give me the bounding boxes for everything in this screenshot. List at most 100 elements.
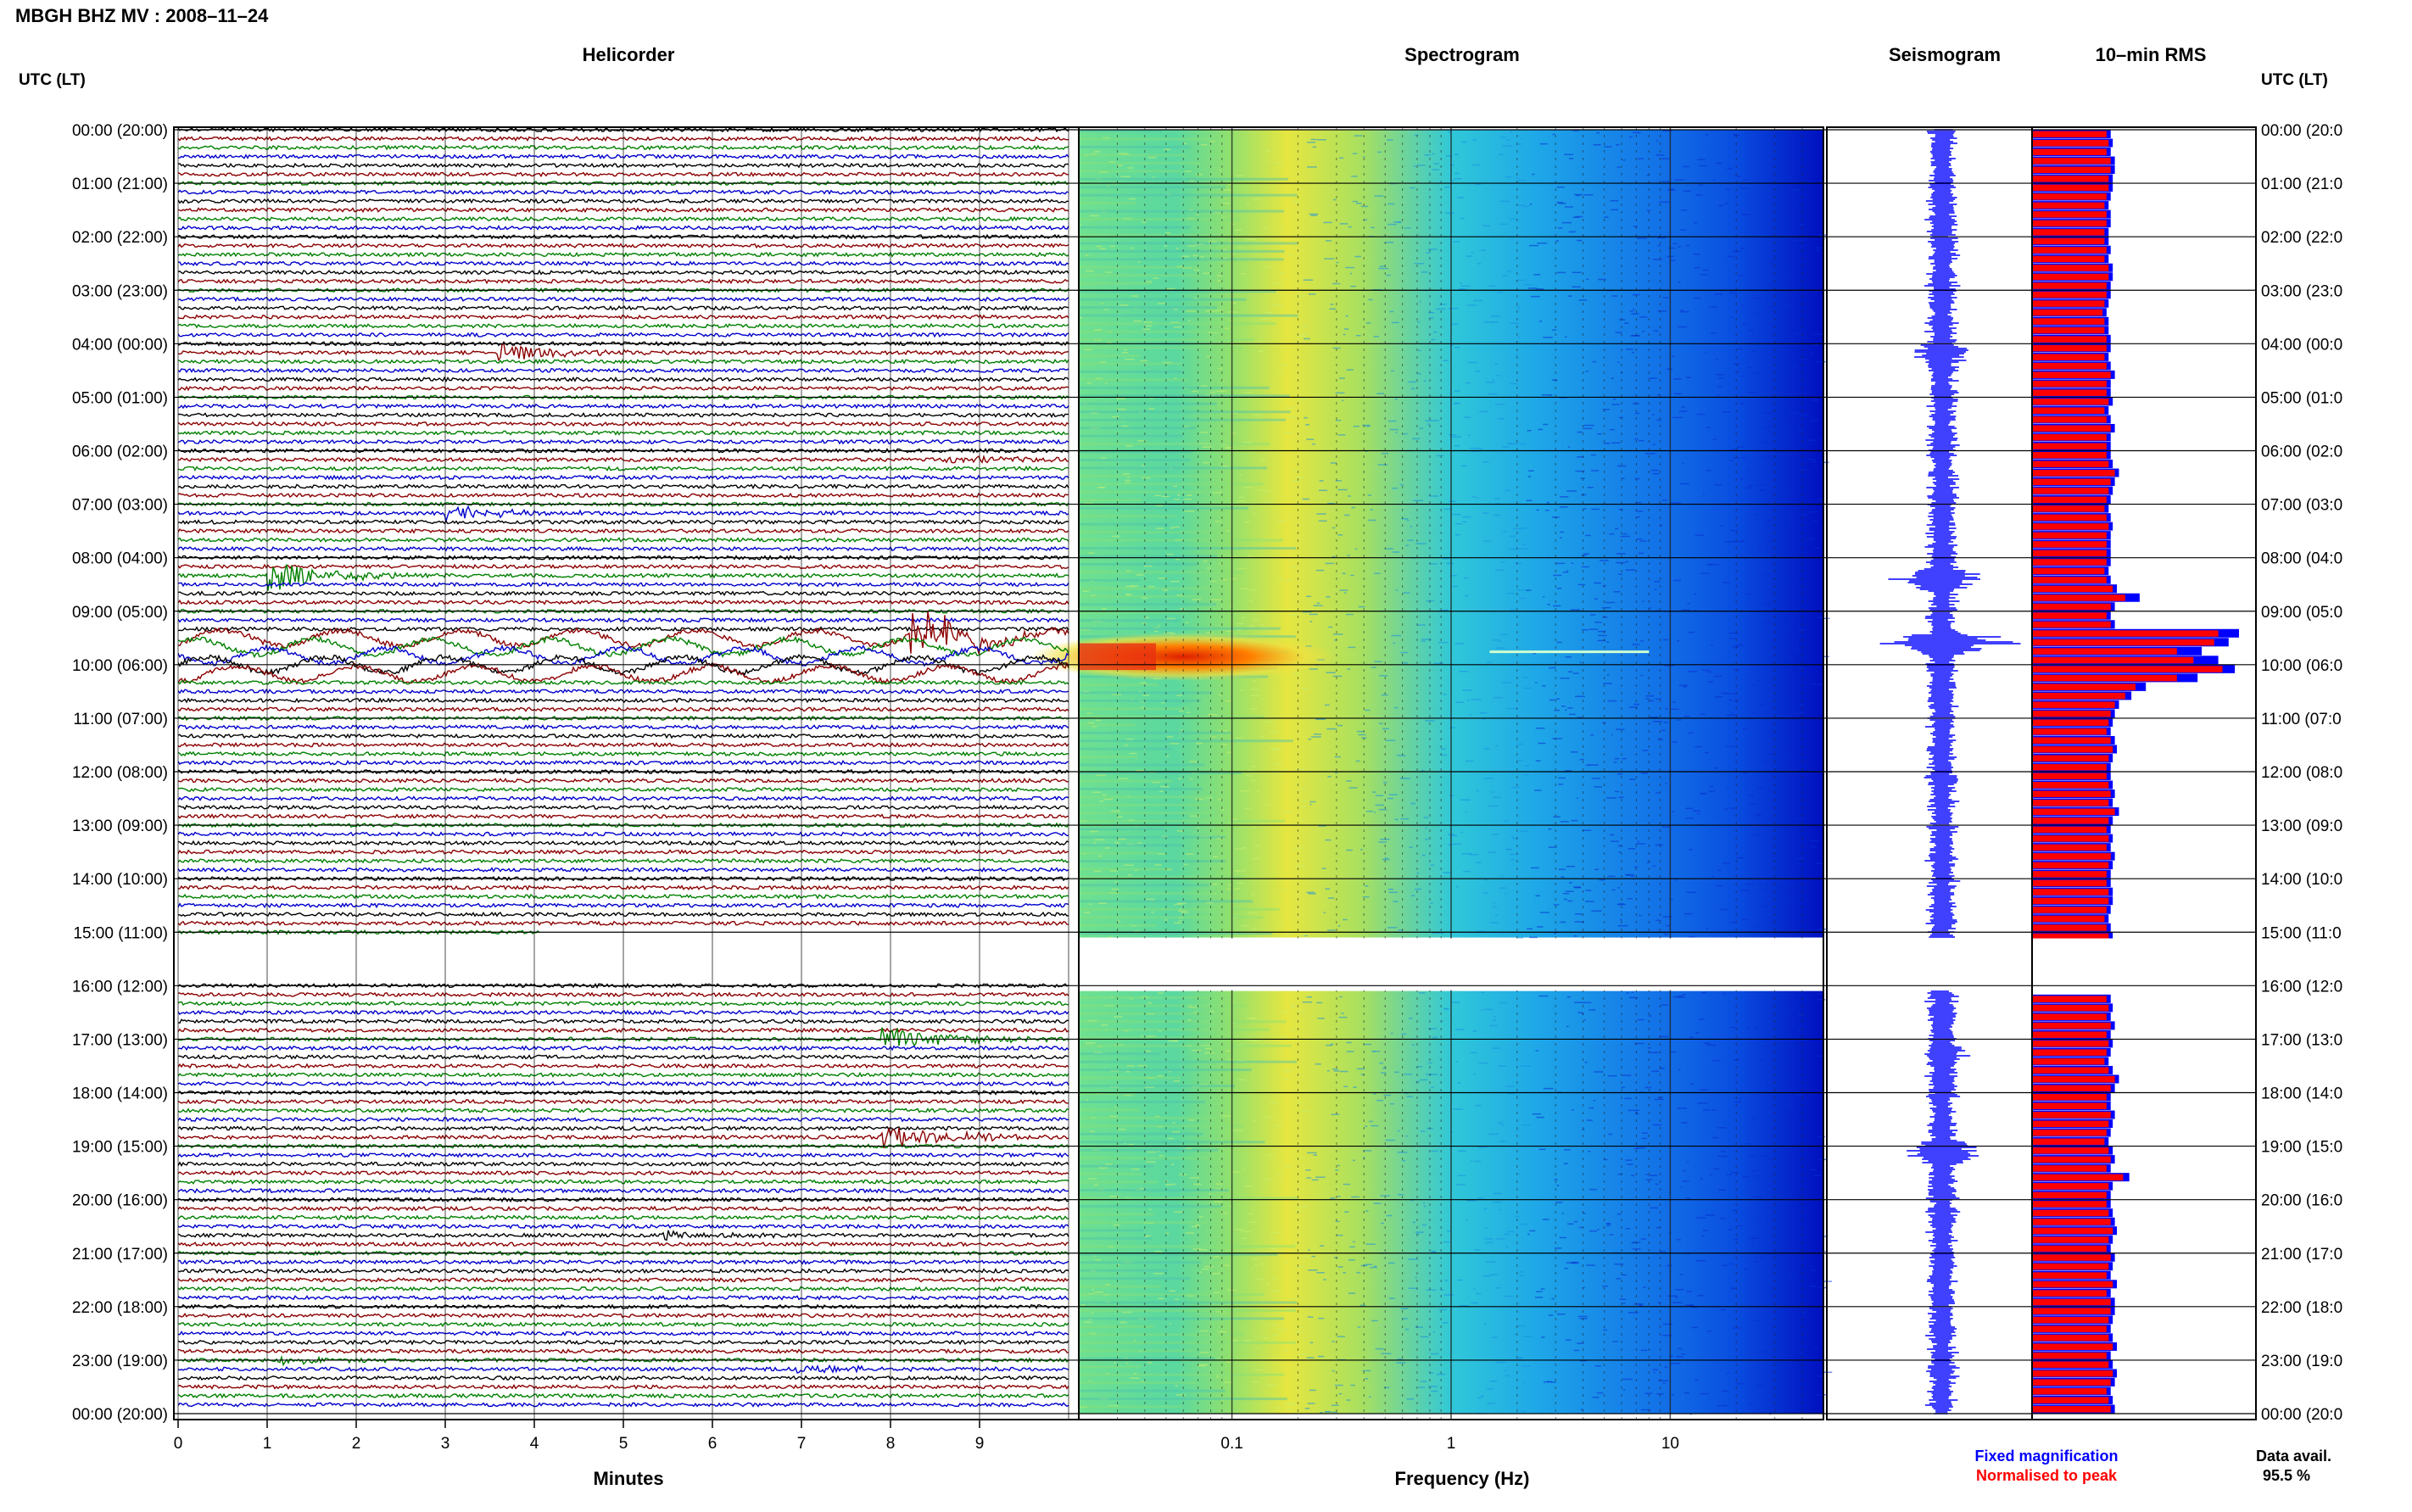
left-axis-label: UTC (LT)	[19, 71, 86, 89]
rms-bar-normalised	[2032, 140, 2109, 147]
rms-bar-normalised	[2032, 701, 2115, 708]
rms-bar-normalised	[2032, 1031, 2107, 1038]
time-tick-label: 00:00 (20:00)	[72, 1406, 168, 1424]
rms-bar-normalised	[2032, 398, 2109, 405]
time-tick-label: 15:00 (11:00)	[73, 924, 168, 942]
rms-bar-normalised	[2032, 1379, 2111, 1386]
time-tick-label: 06:00 (02:00)	[72, 444, 168, 461]
rms-bar-normalised	[2032, 433, 2107, 441]
time-tick-label-right: 19:00 (15:0	[2261, 1139, 2342, 1157]
plot-title: MBGH BHZ MV : 2008–11–24	[15, 5, 269, 26]
rms-bar-normalised	[2032, 763, 2107, 771]
minute-tick-label: 1	[263, 1435, 272, 1453]
time-tick-label-right: 21:00 (17:0	[2261, 1246, 2342, 1264]
rms-bar-normalised	[2032, 1183, 2109, 1190]
minute-tick-label: 6	[708, 1435, 717, 1453]
helicorder-title: Helicorder	[583, 44, 675, 65]
time-tick-label: 21:00 (17:00)	[72, 1246, 168, 1264]
rms-bar-normalised	[2032, 1102, 2107, 1110]
time-tick-label-right: 01:00 (21:0	[2261, 176, 2342, 193]
rms-bar-normalised	[2032, 523, 2109, 530]
rms-bar-normalised	[2032, 452, 2107, 459]
rms-bar-normalised	[2032, 1272, 2107, 1279]
time-tick-label: 09:00 (05:00)	[72, 604, 168, 622]
time-tick-label-right: 08:00 (04:0	[2261, 550, 2342, 568]
legend-normalised-to-peak: Normalised to peak	[1976, 1467, 2118, 1484]
rms-title: 10–min RMS	[2096, 44, 2207, 65]
rms-bar-normalised	[2032, 1049, 2107, 1056]
rms-bar-normalised	[2032, 1334, 2109, 1342]
rms-bar-normalised	[2032, 782, 2109, 789]
plot-frame	[173, 126, 2257, 1420]
rms-bar-normalised	[2032, 1245, 2107, 1253]
minute-tick-label: 2	[352, 1435, 361, 1453]
rms-bar-normalised	[2032, 1254, 2111, 1261]
rms-panel	[2032, 130, 2239, 1414]
minute-tick-label: 3	[441, 1435, 450, 1453]
minute-tick-label: 0	[174, 1435, 183, 1453]
data-availability-value: 95.5 %	[2263, 1467, 2310, 1484]
rms-bar-normalised	[2032, 1094, 2107, 1101]
rms-bar-normalised	[2032, 1013, 2107, 1020]
rms-bar-normalised	[2032, 737, 2111, 744]
rms-bar-normalised	[2032, 996, 2107, 1002]
time-tick-label-right: 09:00 (05:0	[2261, 604, 2342, 622]
time-tick-label: 03:00 (23:00)	[72, 282, 168, 300]
rms-bar-normalised	[2032, 745, 2113, 753]
rms-bar-normalised	[2032, 800, 2109, 806]
rms-bar-normalised	[2032, 1219, 2111, 1225]
rms-bar-normalised	[2032, 808, 2115, 816]
rms-bar-normalised	[2032, 176, 2109, 182]
rms-bar-normalised	[2032, 1112, 2111, 1119]
time-axis: 00:00 (20:00) 01:00 (21:00) 02:00 (22:00) 0…	[72, 122, 2342, 1424]
time-tick-label: 02:00 (22:00)	[72, 229, 168, 247]
rms-bar-normalised	[2032, 1405, 2111, 1413]
rms-bar-normalised	[2032, 318, 2105, 325]
data-gap	[1079, 938, 1823, 990]
frequency-tick-label: 10	[1661, 1435, 1679, 1453]
rms-bar-normalised	[2032, 1156, 2111, 1163]
rms-bar-normalised	[2032, 871, 2107, 878]
rms-bar-normalised	[2032, 1227, 2113, 1235]
rms-bar-normalised	[2032, 1298, 2111, 1306]
seismogram-title: Seismogram	[1889, 44, 2001, 65]
rms-bar-normalised	[2032, 220, 2107, 227]
rms-bar-normalised	[2032, 755, 2109, 762]
rms-bar-normalised	[2032, 300, 2105, 307]
rms-bar-normalised	[2032, 237, 2105, 245]
time-tick-label: 07:00 (03:00)	[72, 497, 168, 515]
rms-bar-normalised	[2032, 1343, 2113, 1350]
rms-bar-normalised	[2032, 1397, 2109, 1403]
rms-bar-normalised	[2032, 131, 2107, 138]
rms-bar-normalised	[2032, 585, 2113, 593]
rms-bar-normalised	[2032, 826, 2107, 834]
rms-bar-normalised	[2032, 603, 2111, 611]
rms-bar-normalised	[2032, 648, 2177, 655]
rms-bar-normalised	[2032, 1280, 2113, 1288]
time-tick-label: 04:00 (00:00)	[72, 336, 168, 354]
time-tick-label: 18:00 (14:00)	[72, 1085, 168, 1103]
time-tick-label-right: 17:00 (13:0	[2261, 1031, 2342, 1049]
rms-bar-normalised	[2032, 907, 2107, 913]
minute-tick-label: 8	[886, 1435, 896, 1453]
rms-bar-normalised	[2032, 719, 2109, 726]
time-tick-label: 05:00 (01:00)	[72, 389, 168, 407]
minutes-axis-label: Minutes	[593, 1468, 663, 1489]
rms-bar-normalised	[2032, 1290, 2107, 1297]
time-tick-label-right: 05:00 (01:0	[2261, 389, 2342, 407]
time-tick-label-right: 04:00 (00:0	[2261, 336, 2342, 354]
rms-bar-normalised	[2032, 1130, 2107, 1136]
time-tick-label: 14:00 (10:00)	[72, 871, 168, 889]
rms-bar-normalised	[2032, 1165, 2107, 1172]
panel-frame	[1078, 126, 1824, 1420]
rms-bar-normalised	[2032, 559, 2107, 566]
rms-bar-normalised	[2032, 488, 2109, 494]
time-tick-label: 08:00 (04:00)	[72, 550, 168, 568]
rms-bar-normalised	[2032, 309, 2102, 316]
rms-bar-normalised	[2032, 362, 2107, 370]
rms-bar-normalised	[2032, 389, 2107, 396]
rms-bar-normalised	[2032, 853, 2111, 860]
rms-bar-normalised	[2032, 282, 2107, 289]
